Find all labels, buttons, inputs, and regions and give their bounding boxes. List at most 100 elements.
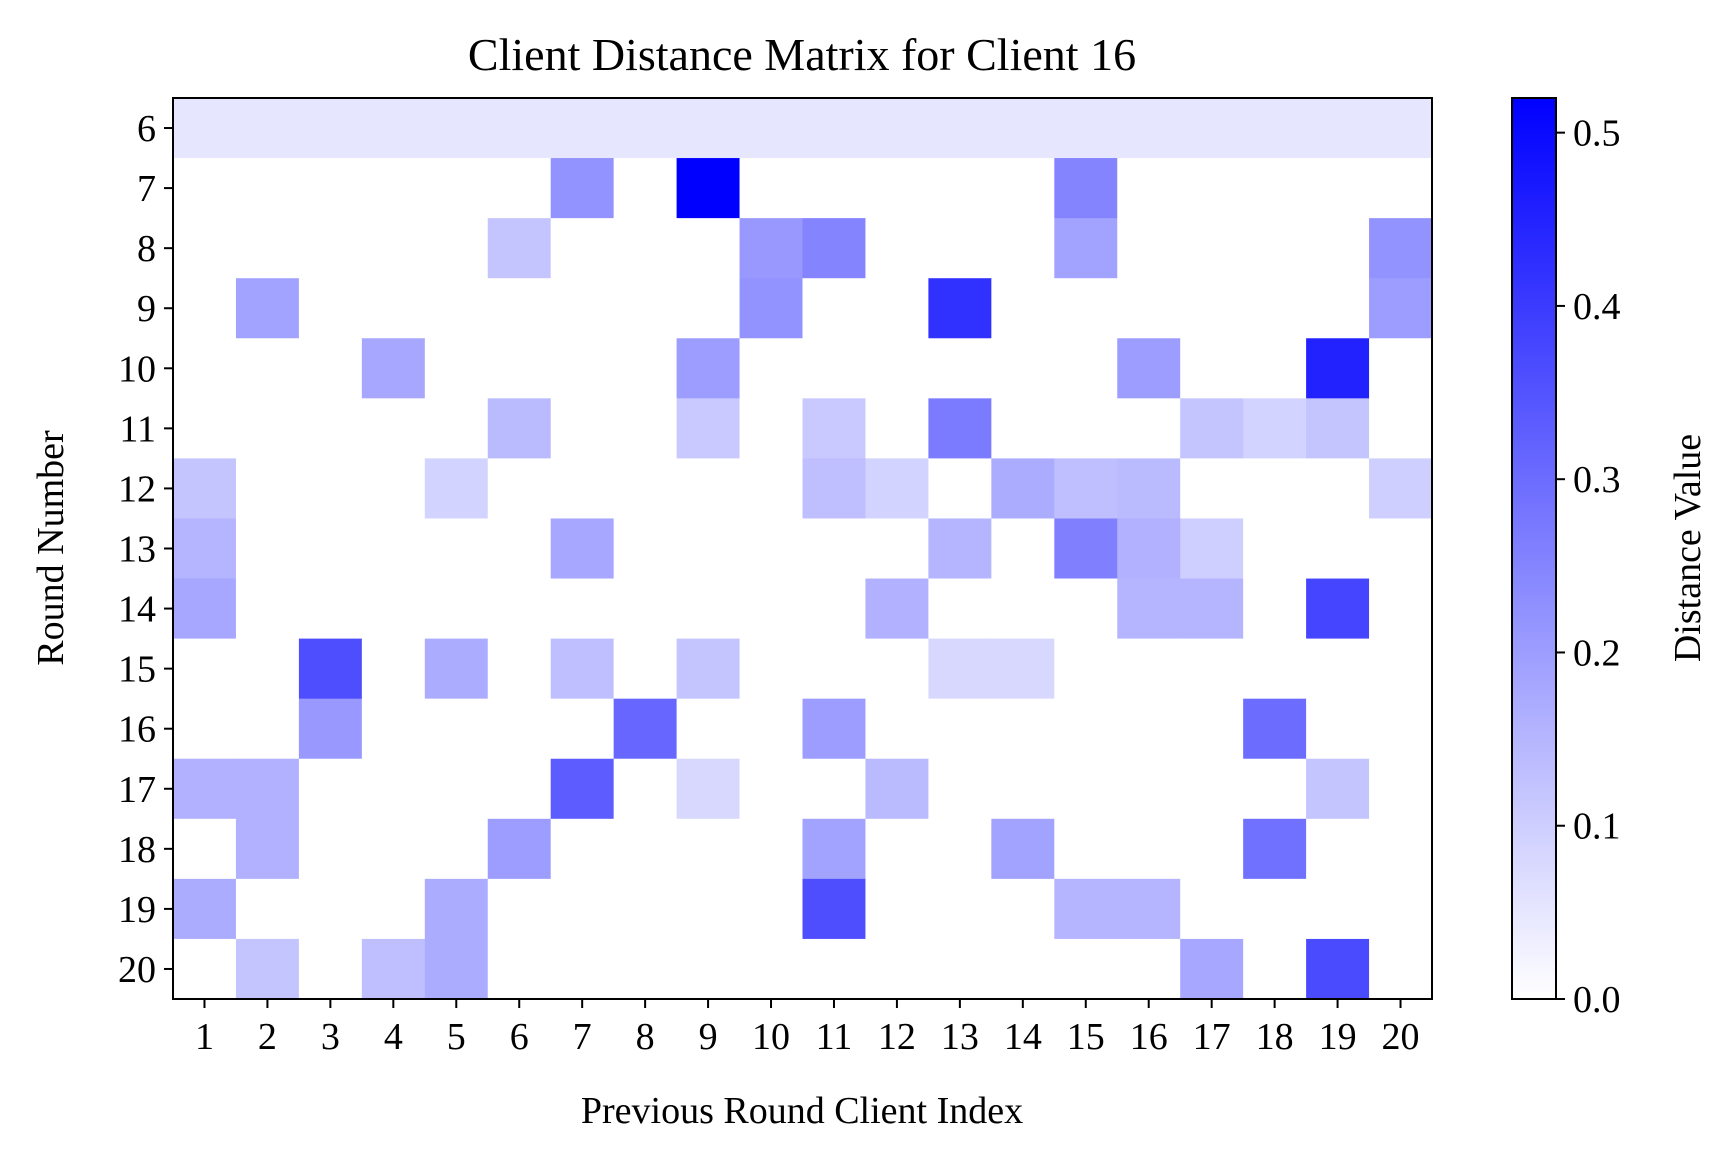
heatmap-cell bbox=[676, 758, 741, 820]
heatmap-cell bbox=[865, 458, 929, 520]
heatmap-cell bbox=[361, 698, 426, 760]
x-tick-label: 1 bbox=[195, 1016, 214, 1058]
heatmap-cell bbox=[991, 218, 1055, 279]
heatmap-cell bbox=[865, 578, 929, 640]
y-axis-ticks: 6 7 8 9 10 11 12 13 14 15 16 17 18 19 20 bbox=[118, 108, 173, 991]
heatmap-cell bbox=[865, 878, 929, 940]
heatmap-cell bbox=[865, 218, 929, 279]
heatmap-cell bbox=[739, 338, 804, 399]
heatmap-cell bbox=[235, 938, 300, 1000]
heatmap-cells bbox=[173, 98, 1433, 1000]
heatmap-cell bbox=[739, 218, 804, 279]
heatmap-cell bbox=[991, 938, 1055, 1000]
heatmap-cell bbox=[1369, 98, 1433, 159]
heatmap-cell bbox=[739, 458, 804, 520]
heatmap-cell bbox=[361, 458, 426, 520]
heatmap-cell bbox=[1369, 878, 1433, 940]
heatmap-cell bbox=[1306, 338, 1370, 399]
heatmap-cell bbox=[424, 158, 489, 219]
heatmap-cell bbox=[173, 578, 237, 640]
heatmap-cell bbox=[361, 578, 426, 640]
heatmap-cell bbox=[991, 638, 1055, 700]
heatmap-cell bbox=[928, 398, 992, 459]
y-tick-label: 13 bbox=[118, 529, 156, 571]
heatmap-cell bbox=[802, 578, 867, 640]
heatmap-cell bbox=[550, 878, 615, 940]
heatmap-cell bbox=[487, 758, 552, 820]
heatmap-cell bbox=[928, 338, 992, 399]
colorbar-label: Distance Value bbox=[1667, 434, 1709, 662]
heatmap-cell bbox=[802, 938, 867, 1000]
y-tick-label: 11 bbox=[119, 408, 156, 450]
heatmap-cell bbox=[361, 218, 426, 279]
heatmap-cell bbox=[802, 338, 867, 399]
heatmap-cell bbox=[613, 158, 678, 219]
heatmap-cell bbox=[1117, 758, 1181, 820]
heatmap-cell bbox=[613, 278, 678, 339]
heatmap-cell bbox=[802, 218, 867, 279]
heatmap-cell bbox=[613, 338, 678, 399]
heatmap-cell bbox=[802, 278, 867, 339]
heatmap-cell bbox=[991, 518, 1055, 580]
heatmap-cell bbox=[424, 338, 489, 399]
y-tick-label: 16 bbox=[118, 709, 156, 751]
heatmap-cell bbox=[1054, 278, 1118, 339]
heatmap-cell bbox=[865, 518, 929, 580]
heatmap-cell bbox=[424, 278, 489, 339]
heatmap-cell bbox=[1369, 518, 1433, 580]
colorbar-tick-label: 0.1 bbox=[1573, 806, 1621, 848]
heatmap-cell bbox=[802, 878, 867, 940]
heatmap-cell bbox=[1117, 878, 1181, 940]
heatmap-cell bbox=[676, 938, 741, 1000]
heatmap-cell bbox=[1369, 938, 1433, 1000]
heatmap-cell bbox=[1054, 98, 1118, 159]
heatmap-cell bbox=[928, 878, 992, 940]
heatmap-cell bbox=[1117, 338, 1181, 399]
heatmap-cell bbox=[1117, 638, 1181, 700]
heatmap-cell bbox=[298, 638, 363, 700]
colorbar-tick-label: 0.2 bbox=[1573, 632, 1621, 674]
heatmap-cell bbox=[1306, 938, 1370, 1000]
heatmap-cell bbox=[173, 518, 237, 580]
heatmap-cell bbox=[361, 518, 426, 580]
heatmap-cell bbox=[487, 398, 552, 459]
heatmap-cell bbox=[1243, 938, 1307, 1000]
heatmap-cell bbox=[802, 758, 867, 820]
heatmap-cell bbox=[361, 878, 426, 940]
y-tick-label: 20 bbox=[118, 949, 156, 991]
heatmap-cell bbox=[550, 398, 615, 459]
heatmap-cell bbox=[802, 698, 867, 760]
heatmap-cell bbox=[865, 818, 929, 880]
heatmap-cell bbox=[1180, 518, 1244, 580]
x-tick-label: 16 bbox=[1130, 1016, 1168, 1058]
heatmap-cell bbox=[235, 398, 300, 459]
heatmap-cell bbox=[1117, 578, 1181, 640]
heatmap-cell bbox=[424, 818, 489, 880]
heatmap-cell bbox=[1306, 458, 1370, 520]
heatmap-cell bbox=[613, 578, 678, 640]
colorbar-tick-label: 0.4 bbox=[1573, 286, 1621, 328]
heatmap-cell bbox=[550, 698, 615, 760]
heatmap-cell bbox=[928, 158, 992, 219]
heatmap-cell bbox=[1117, 218, 1181, 279]
heatmap-cell bbox=[1306, 218, 1370, 279]
heatmap-cell bbox=[173, 398, 237, 459]
heatmap-cell bbox=[424, 698, 489, 760]
heatmap-cell bbox=[487, 458, 552, 520]
heatmap-cell bbox=[1054, 518, 1118, 580]
heatmap-cell bbox=[1243, 98, 1307, 159]
heatmap-cell bbox=[802, 158, 867, 219]
heatmap-cell bbox=[865, 758, 929, 820]
heatmap-cell bbox=[1180, 158, 1244, 219]
x-tick-label: 20 bbox=[1382, 1016, 1420, 1058]
y-tick-label: 9 bbox=[137, 288, 156, 330]
heatmap-cell bbox=[991, 758, 1055, 820]
heatmap-cell bbox=[676, 518, 741, 580]
heatmap-cell bbox=[1054, 938, 1118, 1000]
heatmap-cell bbox=[928, 518, 992, 580]
heatmap-cell bbox=[613, 398, 678, 459]
heatmap-cell bbox=[991, 278, 1055, 339]
heatmap-cell bbox=[1243, 158, 1307, 219]
heatmap-cell bbox=[1180, 398, 1244, 459]
